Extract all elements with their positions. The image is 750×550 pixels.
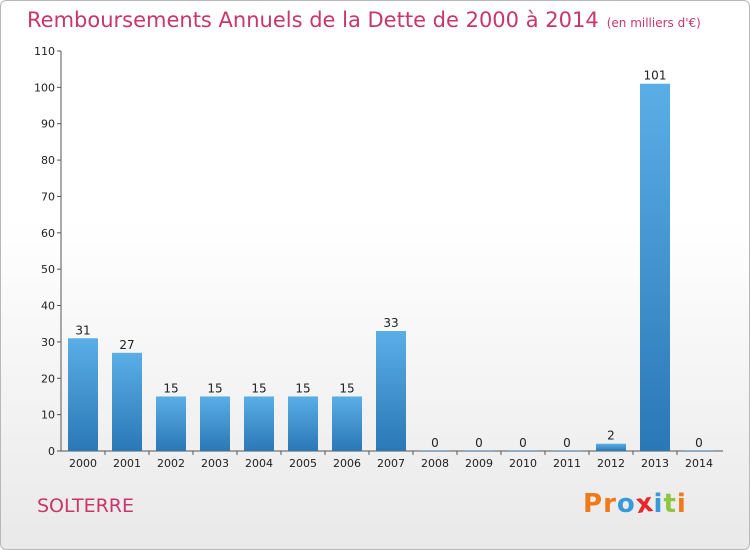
value-label-2012: 2 <box>607 429 615 443</box>
value-label-2006: 15 <box>339 381 354 395</box>
x-tick-label: 2013 <box>641 457 669 470</box>
logo-letter: x <box>633 487 656 521</box>
bar-2012 <box>596 443 626 451</box>
logo-letter: o <box>616 489 636 519</box>
x-tick-label: 2010 <box>509 457 537 470</box>
value-labels: 31 27 15 15 15 15 15 33 0 0 0 0 2 101 0 <box>75 69 702 450</box>
proxiti-logo: Proxiti <box>583 487 687 521</box>
value-label-2001: 27 <box>119 338 134 352</box>
x-tick-label: 2002 <box>157 457 185 470</box>
value-label-2002: 15 <box>163 381 178 395</box>
bar-2000 <box>68 338 98 451</box>
chart-title: Remboursements Annuels de la Dette de 20… <box>27 8 701 32</box>
value-label-2011: 0 <box>563 436 571 450</box>
town-name: SOLTERRE <box>37 495 135 517</box>
x-tick-label: 2001 <box>113 457 141 470</box>
x-tick-label: 2014 <box>685 457 713 470</box>
y-tick-label: 0 <box>48 445 55 458</box>
y-axis: 0 10 20 30 40 50 60 70 80 90 100 110 <box>34 45 62 458</box>
value-label-2008: 0 <box>431 436 439 450</box>
value-label-2013: 101 <box>644 69 667 83</box>
x-tick-label: 2000 <box>69 457 97 470</box>
bar-2014 <box>684 450 714 451</box>
x-tick-label: 2011 <box>553 457 581 470</box>
y-tick-label: 60 <box>41 227 55 240</box>
value-label-2003: 15 <box>207 381 222 395</box>
x-tick-label: 2006 <box>333 457 361 470</box>
bar-2004 <box>244 396 274 451</box>
y-tick-label: 30 <box>41 336 55 349</box>
value-label-2004: 15 <box>251 381 266 395</box>
bar-2010 <box>508 450 538 451</box>
logo-letter: i <box>653 489 664 519</box>
y-tick-label: 10 <box>41 409 55 422</box>
chart-unit: (en milliers d'€) <box>606 16 701 30</box>
x-tick-label: 2005 <box>289 457 317 470</box>
bar-2008 <box>420 450 450 451</box>
value-label-2009: 0 <box>475 436 483 450</box>
y-tick-label: 50 <box>41 263 55 276</box>
bar-2005 <box>288 396 318 451</box>
value-label-2005: 15 <box>295 381 310 395</box>
bar-2001 <box>112 352 142 451</box>
logo-letter: i <box>676 489 687 519</box>
y-tick-label: 40 <box>41 300 55 313</box>
bar-2002 <box>156 396 186 451</box>
chart-title-text: Remboursements Annuels de la Dette de 20… <box>27 8 599 32</box>
x-tick-label: 2009 <box>465 457 493 470</box>
bar-2006 <box>332 396 362 451</box>
bar-2013 <box>640 83 670 452</box>
logo-letter: P <box>583 489 604 519</box>
bar-2003 <box>200 396 230 451</box>
value-label-2014: 0 <box>695 436 703 450</box>
logo-letter: t <box>663 489 677 519</box>
logo-letter: r <box>603 489 617 519</box>
y-tick-label: 20 <box>41 372 55 385</box>
x-tick-label: 2008 <box>421 457 449 470</box>
value-label-2007: 33 <box>383 316 398 330</box>
x-tick-label: 2012 <box>597 457 625 470</box>
bar-2009 <box>464 450 494 451</box>
y-tick-label: 90 <box>41 118 55 131</box>
bar-2007 <box>376 331 406 451</box>
value-label-2000: 31 <box>75 323 90 337</box>
value-label-2010: 0 <box>519 436 527 450</box>
x-tick-label: 2004 <box>245 457 273 470</box>
y-tick-label: 70 <box>41 190 55 203</box>
y-tick-label: 100 <box>34 81 55 94</box>
x-tick-label: 2003 <box>201 457 229 470</box>
y-tick-label: 110 <box>34 45 55 58</box>
x-axis: 2000 2001 2002 2003 2004 2005 2006 2007 2008 2009… <box>61 450 723 470</box>
bars <box>68 83 714 452</box>
x-tick-label: 2007 <box>377 457 405 470</box>
bar-2011 <box>552 450 582 451</box>
y-tick-label: 80 <box>41 154 55 167</box>
